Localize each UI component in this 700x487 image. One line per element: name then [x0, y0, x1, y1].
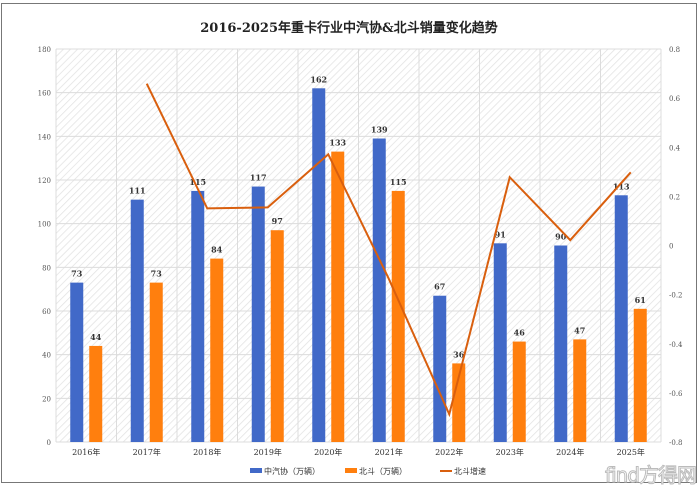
y2-tick-label: 0: [669, 243, 673, 251]
bar: [433, 295, 447, 442]
y2-tick-label: 0.8: [669, 46, 680, 54]
bar: [312, 88, 326, 443]
data-label: 115: [189, 177, 206, 187]
bar: [251, 186, 265, 442]
x-tick-label: 2022年: [435, 447, 463, 457]
x-tick-label: 2018年: [193, 447, 221, 457]
y-tick-label: 20: [42, 395, 51, 403]
bar: [554, 245, 568, 442]
x-tick-label: 2023年: [496, 447, 524, 457]
y-tick-label: 40: [42, 352, 51, 360]
bar: [633, 308, 647, 442]
bar: [89, 345, 103, 442]
growth-line: [145, 83, 632, 418]
data-label: 97: [272, 216, 283, 226]
data-label: 36: [453, 349, 465, 359]
data-label: 162: [310, 74, 327, 84]
data-label: 90: [555, 232, 567, 242]
y2-tick-label: 0.2: [669, 193, 680, 201]
data-label: 115: [390, 177, 407, 187]
legend-swatch: [345, 468, 357, 473]
y2-tick-label: -0.6: [669, 390, 683, 398]
bar: [391, 190, 405, 442]
y-tick-label: 80: [42, 264, 51, 272]
data-label: 73: [151, 269, 163, 279]
chart-frame: 2016-2025年重卡行业中汽协&北斗销量变化趋势 0 20 40 60 80 100 1…: [1, 3, 697, 483]
legend-label: 北斗（万辆）: [359, 466, 407, 476]
data-label: 91: [495, 229, 506, 239]
x-tick-label: 2019年: [254, 447, 282, 457]
x-tick-label: 2021年: [375, 447, 403, 457]
y-tick-label: 140: [38, 133, 51, 141]
data-label: 61: [635, 295, 646, 305]
data-label: 133: [329, 138, 346, 148]
data-label: 67: [434, 282, 445, 292]
legend-swatch: [250, 468, 262, 473]
y-tick-label: 160: [38, 90, 51, 98]
y-tick-label: 60: [42, 308, 51, 316]
bar: [270, 230, 284, 442]
data-label: 113: [613, 181, 630, 191]
data-label: 46: [514, 328, 526, 338]
bar: [70, 282, 84, 442]
bar: [331, 151, 345, 442]
x-tick-label: 2020年: [314, 447, 342, 457]
bar: [573, 339, 587, 442]
y-tick-label: 120: [38, 177, 51, 185]
y2-tick-label: -0.8: [669, 439, 683, 447]
y2-tick-label: 0.6: [669, 95, 681, 103]
chart-title: 2016-2025年重卡行业中汽协&北斗销量变化趋势: [200, 20, 498, 36]
y-tick-label: 100: [38, 221, 51, 229]
bar: [614, 195, 628, 442]
bar: [149, 282, 163, 442]
x-tick-label: 2024年: [556, 447, 584, 457]
data-label: 139: [371, 125, 388, 135]
y2-tick-label: -0.2: [669, 292, 683, 300]
bar: [372, 138, 386, 442]
x-tick-label: 2025年: [617, 447, 645, 457]
data-label: 84: [211, 245, 223, 255]
data-label: 44: [90, 332, 102, 342]
y2-tick-label: 0.4: [669, 144, 681, 152]
legend-label: 中汽协（万辆）: [264, 466, 320, 476]
data-label: 117: [250, 173, 267, 183]
x-tick-label: 2016年: [72, 447, 100, 457]
bar: [130, 199, 144, 442]
y-tick-label: 180: [38, 46, 51, 54]
bar: [512, 341, 526, 442]
bar: [210, 258, 224, 442]
y2-tick-label: -0.4: [669, 341, 683, 349]
data-label: 47: [574, 325, 585, 335]
data-label: 73: [71, 269, 83, 279]
bar: [452, 363, 466, 442]
watermark-logo: find方得网: [605, 463, 698, 487]
y-tick-label: 0: [47, 439, 51, 447]
x-tick-label: 2017年: [133, 447, 161, 457]
legend-label: 北斗增速: [454, 466, 486, 476]
chart: 2016-2025年重卡行业中汽协&北斗销量变化趋势 0 20 40 60 80 100 1…: [38, 20, 683, 476]
data-label: 111: [129, 186, 146, 196]
bar: [191, 190, 205, 442]
bar: [493, 243, 507, 442]
